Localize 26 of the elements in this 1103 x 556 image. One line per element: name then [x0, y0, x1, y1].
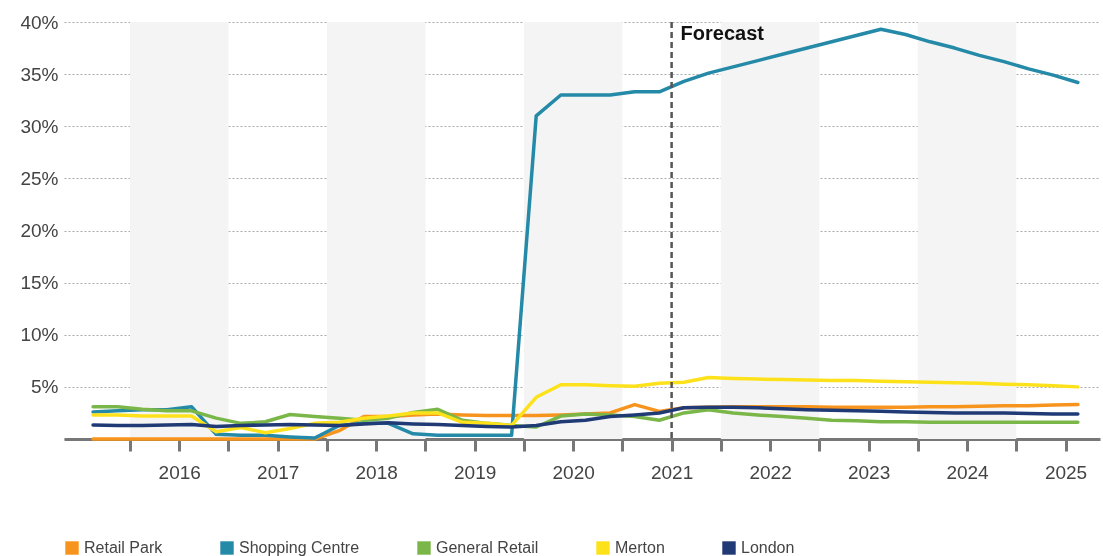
- legend-label: General Retail: [436, 539, 539, 556]
- x-tick-label: 2024: [946, 461, 990, 483]
- y-tick-label: 30%: [20, 115, 59, 137]
- x-tick-label: 2021: [650, 461, 694, 483]
- x-tick-label: 2019: [454, 461, 497, 483]
- y-tick-label: 10%: [20, 324, 59, 346]
- y-tick-label: 15%: [20, 272, 59, 294]
- legend-label: Retail Park: [84, 539, 164, 556]
- x-tick-label: 2023: [847, 461, 891, 483]
- y-tick-label: 20%: [20, 220, 59, 241]
- line-series: [91, 27, 1080, 440]
- legend-label: Shopping Centre: [239, 539, 360, 556]
- y-tick-label: 35%: [20, 63, 59, 85]
- y-tick-label: 25%: [20, 167, 59, 189]
- y-tick-label: 40%: [20, 11, 59, 33]
- y-tick-label: 5%: [31, 376, 59, 398]
- x-tick-label: 2018: [355, 461, 398, 483]
- x-tick-label: 2016: [158, 461, 201, 483]
- legend-label: Merton: [615, 539, 665, 556]
- line-series: [91, 375, 1080, 435]
- x-tick-label: 2025: [1044, 461, 1088, 483]
- x-tick-label: 2020: [552, 461, 595, 483]
- x-tick-label: 2022: [749, 461, 792, 483]
- ref-line-label: Forecast: [680, 22, 765, 44]
- legend-label: London: [741, 539, 795, 556]
- x-tick-label: 2017: [257, 461, 300, 483]
